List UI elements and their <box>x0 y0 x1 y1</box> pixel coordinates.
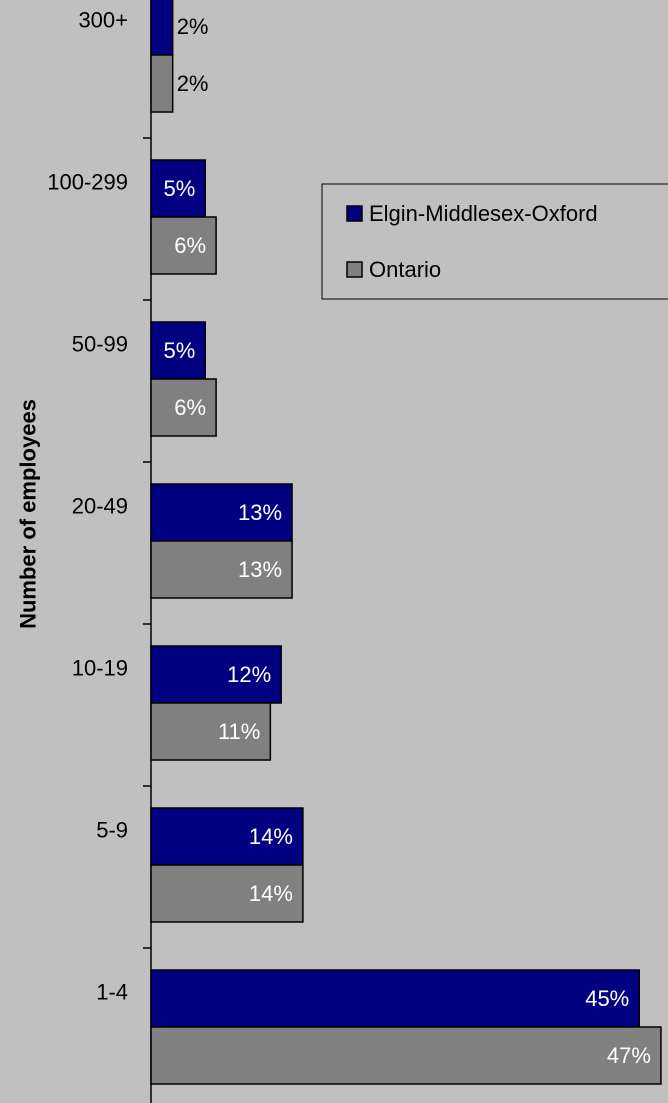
bar-ontario <box>150 216 217 275</box>
category-label: 20-49 <box>72 494 128 519</box>
bar-elgin <box>150 483 293 542</box>
y-axis-title: Number of employees <box>16 399 41 629</box>
legend-box <box>321 183 668 300</box>
bars-layer <box>150 0 662 1085</box>
bar-ontario <box>150 1026 662 1085</box>
data-label: 12% <box>227 662 271 687</box>
bar-ontario <box>150 864 304 923</box>
legend-label-elgin: Elgin-Middlesex-Oxford <box>369 201 598 226</box>
category-label: 10-19 <box>72 656 128 681</box>
bar-ontario <box>150 540 293 599</box>
data-label: 13% <box>238 500 282 525</box>
data-label: 6% <box>174 395 206 420</box>
labels-layer: 300+ 2% 2% 100-299 5% 6% 50-99 5% 6% 20-49 13% 13% 1… <box>47 8 651 1069</box>
axis-layer <box>143 0 152 1103</box>
category-label: 1-4 <box>96 980 128 1005</box>
data-label: 14% <box>249 824 293 849</box>
category-label: 100-299 <box>47 170 128 195</box>
data-label: 5% <box>163 176 195 201</box>
data-label: 6% <box>174 233 206 258</box>
legend-label-ontario: Ontario <box>369 257 441 282</box>
data-label: 2% <box>177 14 209 39</box>
bar-elgin <box>150 0 174 56</box>
legend: Elgin-Middlesex-Oxford Ontario <box>321 183 668 300</box>
bar-ontario <box>150 54 174 113</box>
category-label: 5-9 <box>96 818 128 843</box>
data-label: 47% <box>607 1043 651 1068</box>
data-label: 14% <box>249 881 293 906</box>
legend-swatch-ontario <box>346 261 363 278</box>
category-label: 50-99 <box>72 332 128 357</box>
data-label: 13% <box>238 557 282 582</box>
bar-ontario <box>150 702 272 761</box>
legend-swatch-elgin <box>346 205 363 222</box>
data-label: 45% <box>585 986 629 1011</box>
bar-elgin <box>150 645 282 704</box>
category-label: 300+ <box>78 8 128 33</box>
bar-elgin <box>150 321 206 380</box>
data-label: 2% <box>177 71 209 96</box>
bar-ontario <box>150 378 217 437</box>
bar-elgin <box>150 969 640 1028</box>
data-label: 5% <box>163 338 195 363</box>
data-label: 11% <box>218 719 260 744</box>
